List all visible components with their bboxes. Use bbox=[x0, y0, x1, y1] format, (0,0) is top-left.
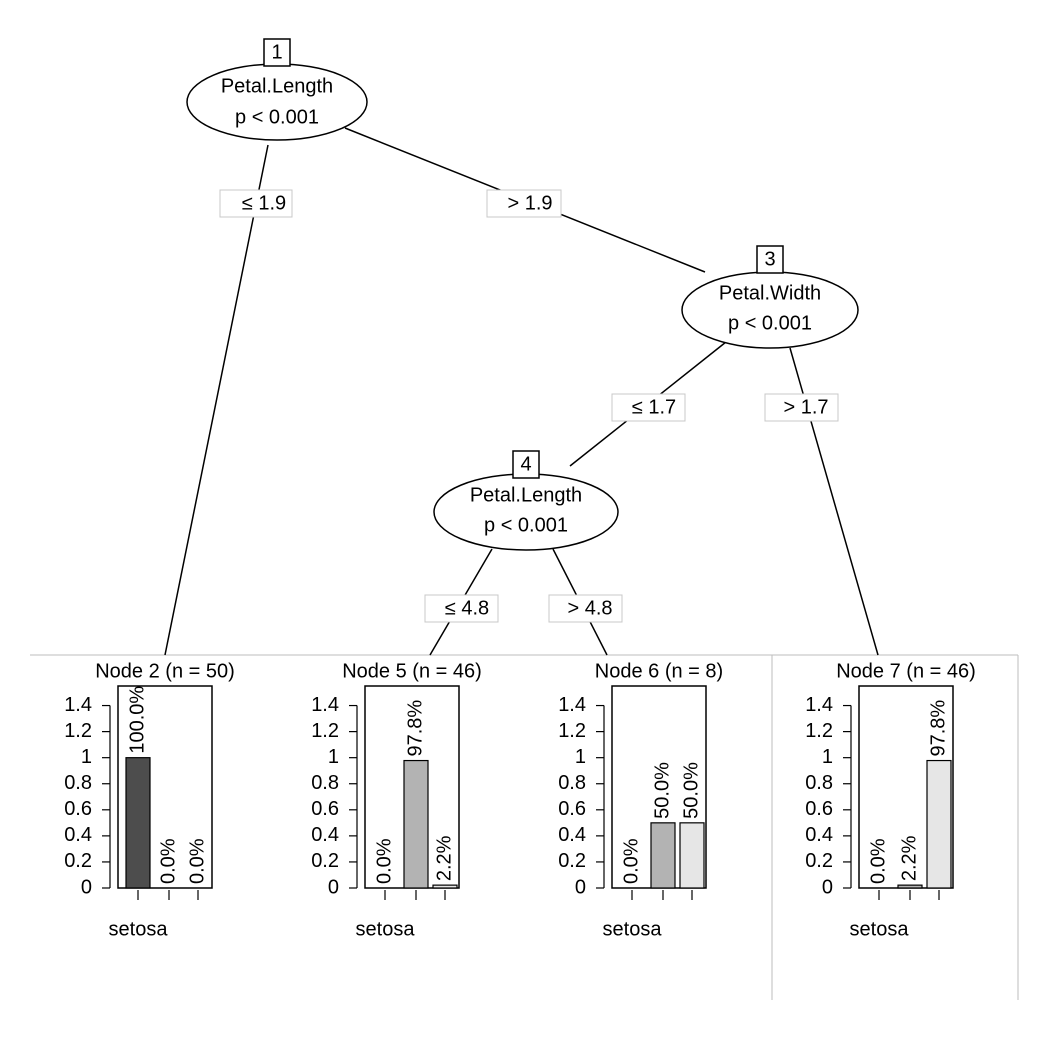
value-label: 50.0% bbox=[651, 762, 673, 819]
edge-label: ≤ 1.9 bbox=[242, 192, 286, 214]
edge-label: > 1.9 bbox=[507, 192, 552, 214]
y-tick-label: 0.6 bbox=[64, 798, 92, 820]
y-tick-label: 1 bbox=[575, 746, 586, 768]
y-tick-label: 1.2 bbox=[805, 720, 833, 742]
y-tick-label: 0 bbox=[822, 876, 833, 898]
y-tick-label: 0.6 bbox=[311, 798, 339, 820]
bar bbox=[125, 757, 151, 889]
node-id: 4 bbox=[520, 453, 531, 475]
value-label: 2.2% bbox=[898, 835, 920, 881]
node-id: 1 bbox=[271, 41, 282, 63]
y-tick-label: 1.4 bbox=[805, 694, 833, 716]
edge-label: ≤ 1.7 bbox=[632, 396, 676, 418]
edge-label-box bbox=[548, 594, 623, 623]
y-tick-label: 1 bbox=[81, 746, 92, 768]
node-p-value: p < 0.001 bbox=[484, 514, 568, 536]
y-tick-label: 1.4 bbox=[558, 694, 586, 716]
y-tick-label: 0.8 bbox=[558, 772, 586, 794]
edge-label: ≤ 4.8 bbox=[445, 597, 489, 619]
edge-label-box bbox=[611, 393, 686, 422]
value-label: 97.8% bbox=[404, 700, 426, 757]
x-tick-label: setosa bbox=[850, 918, 910, 940]
bar bbox=[897, 884, 923, 889]
y-tick-label: 0.6 bbox=[558, 798, 586, 820]
value-label: 0.0% bbox=[186, 838, 208, 884]
y-tick-label: 0.8 bbox=[311, 772, 339, 794]
node-variable: Petal.Length bbox=[470, 484, 582, 506]
edge-label-box bbox=[424, 594, 499, 623]
chart-title: Node 6 (n = 8) bbox=[595, 660, 723, 682]
node-variable: Petal.Width bbox=[719, 282, 821, 304]
node-id-box bbox=[512, 450, 540, 479]
y-tick-label: 0.6 bbox=[805, 798, 833, 820]
bar bbox=[679, 822, 705, 889]
value-label: 50.0% bbox=[680, 762, 702, 819]
y-tick-label: 1.4 bbox=[64, 694, 92, 716]
bar bbox=[403, 759, 429, 889]
y-tick-label: 0 bbox=[81, 876, 92, 898]
edge bbox=[164, 144, 269, 656]
value-label: 2.2% bbox=[433, 835, 455, 881]
x-tick-label: setosa bbox=[603, 918, 663, 940]
node-id: 3 bbox=[764, 248, 775, 270]
y-tick-label: 1.2 bbox=[311, 720, 339, 742]
y-tick-label: 0 bbox=[575, 876, 586, 898]
y-tick-label: 1.2 bbox=[64, 720, 92, 742]
y-tick-label: 1.4 bbox=[311, 694, 339, 716]
value-label: 100.0% bbox=[126, 686, 148, 754]
y-tick-label: 0.2 bbox=[805, 850, 833, 872]
y-tick-label: 0.2 bbox=[311, 850, 339, 872]
chart-title: Node 2 (n = 50) bbox=[95, 660, 235, 682]
value-label: 0.0% bbox=[157, 838, 179, 884]
y-tick-label: 1 bbox=[822, 746, 833, 768]
node-p-value: p < 0.001 bbox=[235, 106, 319, 128]
edge-label: > 4.8 bbox=[567, 597, 612, 619]
bar bbox=[650, 822, 676, 889]
edge-label-box bbox=[764, 393, 839, 422]
chart-title: Node 5 (n = 46) bbox=[342, 660, 482, 682]
x-tick-label: setosa bbox=[356, 918, 416, 940]
bar bbox=[432, 884, 458, 889]
y-tick-label: 0.4 bbox=[805, 824, 833, 846]
y-tick-label: 0.8 bbox=[64, 772, 92, 794]
y-tick-label: 0 bbox=[328, 876, 339, 898]
y-tick-label: 0.2 bbox=[558, 850, 586, 872]
y-tick-label: 0.2 bbox=[64, 850, 92, 872]
x-tick-label: setosa bbox=[109, 918, 169, 940]
node-id-box bbox=[263, 38, 291, 67]
value-label: 0.0% bbox=[620, 838, 642, 884]
edge-label: > 1.7 bbox=[783, 396, 828, 418]
node-p-value: p < 0.001 bbox=[728, 312, 812, 334]
value-label: 0.0% bbox=[867, 838, 889, 884]
edge-label-box bbox=[219, 189, 293, 218]
y-tick-label: 0.8 bbox=[805, 772, 833, 794]
edge-label-box bbox=[486, 189, 562, 218]
value-label: 0.0% bbox=[373, 838, 395, 884]
chart-title: Node 7 (n = 46) bbox=[836, 660, 976, 682]
node-variable: Petal.Length bbox=[221, 75, 333, 97]
y-tick-label: 1 bbox=[328, 746, 339, 768]
y-tick-label: 0.4 bbox=[558, 824, 586, 846]
y-tick-label: 0.4 bbox=[311, 824, 339, 846]
y-tick-label: 1.2 bbox=[558, 720, 586, 742]
y-tick-label: 0.4 bbox=[64, 824, 92, 846]
bar bbox=[926, 759, 952, 889]
node-id-box bbox=[756, 245, 784, 274]
value-label: 97.8% bbox=[927, 700, 949, 757]
